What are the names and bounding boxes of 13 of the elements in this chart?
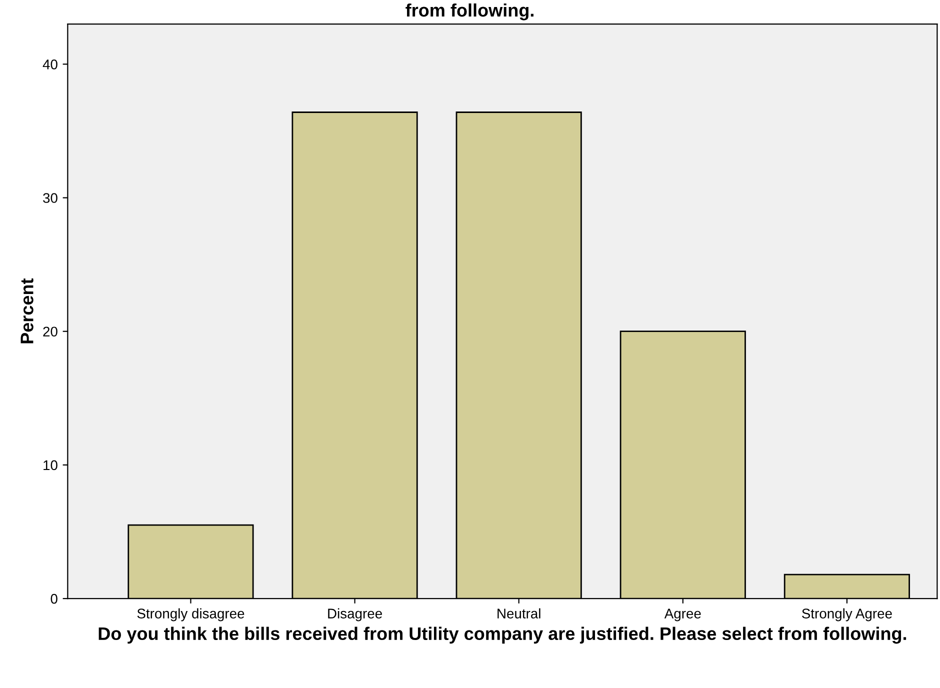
x-tick-label: Neutral bbox=[498, 608, 540, 618]
y-tick-label: 10 bbox=[44, 460, 58, 470]
y-tick-label: 40 bbox=[42, 59, 58, 70]
chart-title: from following. bbox=[406, 3, 534, 20]
x-tick-label: Disagree bbox=[328, 608, 382, 622]
y-tick-label: 20 bbox=[43, 326, 58, 337]
x-tick-label: Strongly disagree bbox=[137, 608, 244, 622]
x-axis-title: Do you think the bills received from Utility company are justified. Please select from following. bbox=[98, 626, 906, 644]
y-axis-title: Percent bbox=[20, 278, 34, 344]
y-tick-label: 30 bbox=[43, 193, 58, 203]
x-tick-label: Strongly Agree bbox=[802, 608, 892, 622]
y-tick-label: 0 bbox=[50, 594, 58, 604]
x-tick-label: Agree bbox=[664, 608, 701, 622]
